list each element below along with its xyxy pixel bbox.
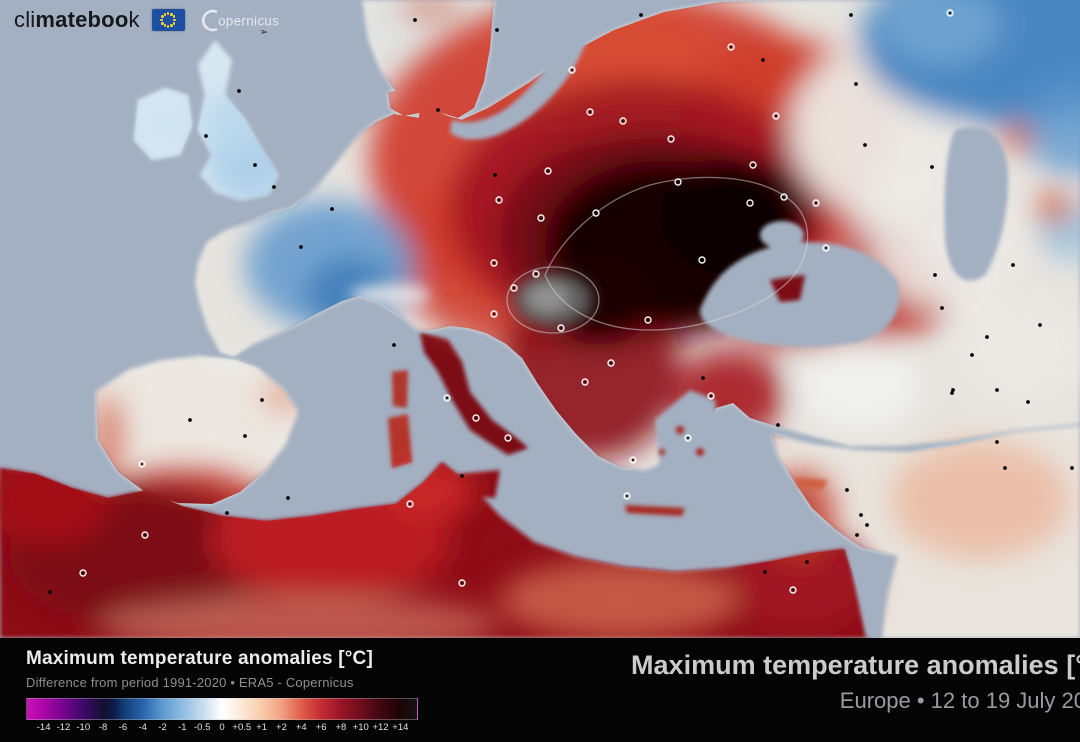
- tick-label: 0: [219, 722, 225, 733]
- eu-star: [160, 18, 163, 22]
- map-canvas: [0, 0, 1080, 638]
- tick-label: +2: [276, 722, 287, 733]
- caption-subtitle: Europe • 12 to 19 July 20: [839, 688, 1080, 713]
- crete: [625, 505, 685, 516]
- tick-label: +1: [256, 722, 268, 733]
- copernicus-bird-icon: [258, 30, 268, 34]
- sea-caspian: [944, 126, 1009, 281]
- eu-star: [161, 21, 164, 25]
- sea-aegean: [655, 390, 720, 490]
- tick-label: +6: [315, 722, 327, 733]
- tick-label: -10: [76, 722, 91, 733]
- eu-star: [166, 25, 170, 28]
- tick-label: +14: [392, 722, 409, 733]
- europe-anomaly-map: [0, 0, 1080, 638]
- tick-label: -14: [36, 722, 51, 733]
- brand-bold: mateboo: [35, 7, 129, 32]
- caption-title: Maximum temperature anomalies [°: [631, 650, 1080, 680]
- eu-star: [161, 15, 164, 19]
- svg-text:opernicus: opernicus: [218, 14, 279, 29]
- map-caption: Maximum temperature anomalies [° Europe …: [631, 650, 1080, 714]
- eu-star: [172, 15, 176, 19]
- tick-label: -0.5: [193, 722, 211, 733]
- tick-label: +4: [295, 722, 307, 733]
- copernicus-logo-graphic: opernicus: [201, 9, 279, 34]
- anomaly-contours: [506, 176, 809, 334]
- tick-label: +10: [352, 722, 369, 733]
- sea-baltic: [450, 0, 600, 140]
- copernicus-logo: opernicus: [197, 6, 307, 34]
- cyprus: [795, 478, 828, 490]
- sea-adriatic: [470, 335, 565, 450]
- tick-label: -12: [56, 722, 71, 733]
- colorbar-legend: Maximum temperature anomalies [°C] Diffe…: [26, 648, 456, 735]
- eu-flag-icon: [151, 9, 185, 31]
- city-markers: [48, 9, 1074, 594]
- tick-label: -6: [118, 722, 128, 733]
- tick-label: +0.5: [232, 722, 252, 733]
- climatebook-logo: climatebook: [14, 7, 140, 33]
- tick-label: -2: [158, 722, 167, 733]
- sea-red: [848, 550, 878, 638]
- footer-band: Maximum temperature anomalies [°C] Diffe…: [0, 638, 1080, 742]
- brand-suffix: k: [128, 7, 140, 32]
- tick-label: +8: [335, 722, 347, 733]
- logo-bar: climatebook opernicus: [14, 6, 307, 34]
- eu-star: [172, 21, 176, 25]
- temperature-colorbar: [26, 698, 418, 720]
- eu-star: [166, 12, 170, 15]
- colorbar-tick-labels: -14 -12 -10 -8 -6 -4 -2 -1 -0.5 0 +0.5 +1 +2 +4 +6 +8 +1…: [26, 722, 418, 735]
- sea-azov: [760, 221, 804, 249]
- eu-star: [163, 13, 167, 16]
- tick-label: -8: [98, 722, 108, 733]
- eu-star: [170, 24, 173, 27]
- tick-label: -1: [178, 722, 187, 733]
- eu-star: [170, 13, 173, 16]
- legend-subtitle: Difference from period 1991-2020 • ERA5 …: [26, 675, 354, 690]
- tick-label: +12: [372, 722, 389, 733]
- tick-label: -4: [138, 722, 147, 733]
- eu-star: [173, 18, 176, 22]
- sea-overlays: [625, 275, 828, 516]
- legend-title: Maximum temperature anomalies [°C]: [26, 648, 373, 669]
- crimea: [770, 275, 805, 302]
- brand-prefix: cli: [14, 7, 36, 32]
- eu-star: [163, 24, 167, 27]
- inland-seas: [450, 0, 1009, 638]
